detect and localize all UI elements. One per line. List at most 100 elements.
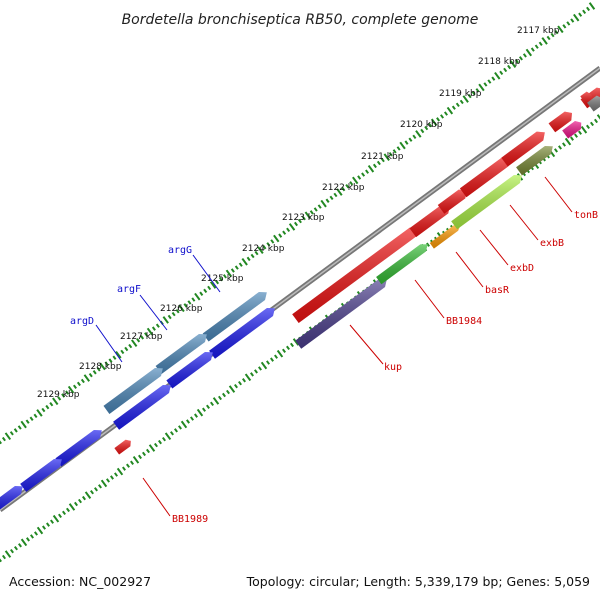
tick-mark — [78, 498, 82, 504]
gene-label-argF: argF — [117, 284, 141, 295]
gene-blue-1-shade — [209, 308, 275, 359]
leader-line — [509, 204, 539, 241]
tick-mark — [108, 358, 113, 363]
tick-mark — [530, 47, 535, 52]
tick-mark — [190, 416, 194, 421]
tick-mark — [320, 199, 327, 208]
tick-mark — [566, 21, 571, 26]
tick-mark — [33, 413, 38, 419]
gene-exbb — [516, 146, 553, 176]
tick-mark — [65, 390, 70, 395]
tick-mark — [596, 114, 600, 120]
tick-mark — [238, 380, 242, 386]
gene-label-basR: basR — [485, 285, 510, 296]
tick-mark — [415, 130, 422, 138]
tick-mark — [396, 146, 401, 151]
tick-mark — [509, 60, 517, 68]
tick-mark — [120, 349, 125, 355]
tick-mark — [206, 404, 210, 409]
tick-mark — [550, 32, 555, 38]
tick-mark — [202, 407, 206, 412]
gene-label-tonB: tonB — [574, 210, 598, 221]
tick-mark — [503, 67, 508, 73]
tick-mark — [62, 510, 66, 516]
tick-mark — [203, 288, 208, 294]
tick-mark — [494, 71, 501, 80]
gene-gray-shade — [587, 95, 600, 112]
tick-mark — [17, 425, 22, 430]
tick-mark — [376, 160, 381, 166]
gene-red-2-shade — [409, 204, 450, 238]
gene-blue-6-shade — [0, 486, 23, 510]
tick-mark — [207, 285, 212, 291]
tick-mark — [562, 24, 567, 29]
tick-mark — [155, 323, 160, 328]
tick-mark — [218, 395, 222, 401]
tick-mark — [187, 300, 192, 305]
tick-mark — [228, 385, 236, 393]
gene-steel-argD-shade — [103, 368, 163, 414]
tick-mark — [408, 137, 413, 142]
tick-mark — [276, 349, 284, 358]
tick-mark — [76, 381, 81, 387]
tick-mark — [175, 308, 180, 314]
kbp-label: 2122 kbp — [322, 183, 365, 193]
tick-mark — [36, 526, 44, 535]
tick-mark — [282, 348, 286, 353]
tick-mark — [138, 454, 142, 460]
tick-mark — [126, 463, 130, 468]
gene-label-BB1984: BB1984 — [446, 316, 482, 327]
tick-mark — [92, 370, 97, 375]
gene-red-5-shade — [501, 131, 545, 167]
tick-mark — [90, 490, 94, 495]
gene-label-argD: argD — [70, 316, 94, 327]
tick-mark — [194, 413, 198, 418]
kbp-label: 2118 kbp — [478, 57, 521, 67]
tick-mark — [99, 362, 106, 371]
tick-mark — [234, 265, 239, 270]
tick-mark — [554, 148, 558, 153]
tick-mark — [557, 25, 564, 34]
tick-mark — [167, 314, 172, 320]
tick-mark — [194, 292, 201, 301]
tick-mark — [329, 195, 334, 201]
tick-mark — [588, 2, 596, 10]
tick-mark — [443, 111, 448, 116]
tick-mark — [209, 281, 217, 289]
tick-mark — [333, 192, 338, 198]
tick-mark — [162, 436, 166, 442]
tick-mark — [487, 79, 492, 84]
tick-mark — [162, 316, 169, 324]
tick-mark — [266, 242, 271, 247]
tick-mark — [459, 99, 464, 105]
tick-mark — [297, 218, 302, 224]
outer-tick-track — [0, 2, 596, 445]
tick-mark — [580, 125, 588, 134]
gene-red-bb1989 — [114, 439, 131, 455]
tick-mark — [131, 339, 138, 347]
gene-red-3 — [437, 189, 467, 214]
tick-mark — [570, 136, 574, 141]
gene-label-kup: kup — [384, 362, 402, 373]
tick-mark — [451, 105, 456, 110]
tick-mark — [171, 311, 176, 317]
kbp-label: 2127 kbp — [120, 332, 163, 342]
tick-mark — [426, 242, 430, 247]
tick-mark — [462, 95, 469, 103]
tick-mark — [196, 408, 204, 417]
tick-mark — [294, 221, 298, 227]
tick-mark — [578, 12, 583, 17]
tick-mark — [178, 304, 185, 313]
tick-mark — [586, 6, 591, 12]
tick-mark — [130, 460, 134, 465]
tick-mark — [499, 70, 504, 76]
leader-line — [139, 294, 168, 331]
tick-mark — [538, 41, 543, 46]
tick-mark — [112, 355, 117, 360]
gene-red-1 — [292, 227, 418, 323]
tick-mark — [257, 246, 264, 254]
gene-gray — [587, 95, 600, 112]
gene-tonb-shade — [562, 121, 582, 139]
tick-mark — [225, 269, 233, 278]
tick-mark — [440, 114, 445, 119]
